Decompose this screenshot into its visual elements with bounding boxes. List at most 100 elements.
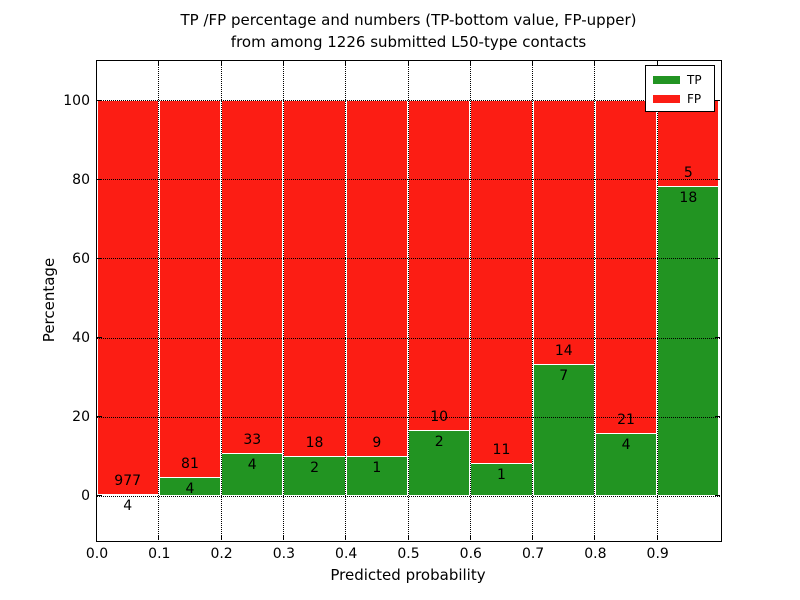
tp-bar xyxy=(532,363,595,496)
x-axis-label: Predicted probability xyxy=(330,566,486,584)
tp-count-label: 18 xyxy=(679,190,698,207)
y-tick-mark xyxy=(96,416,102,418)
x-tick-mark xyxy=(532,60,534,66)
x-tick-mark xyxy=(656,60,658,66)
fp-count-label: 9 xyxy=(372,435,382,452)
y-tick-mark xyxy=(96,99,102,101)
fp-count-label: 5 xyxy=(683,165,693,182)
fp-count-label: 11 xyxy=(492,441,511,458)
fp-count-label: 14 xyxy=(554,342,573,359)
fp-bar xyxy=(345,100,408,496)
tp-count-label: 4 xyxy=(621,436,631,453)
tp-count-label: 1 xyxy=(372,460,382,477)
x-tick-mark xyxy=(158,60,160,66)
x-gridline xyxy=(532,60,534,540)
x-tick-mark xyxy=(532,534,534,540)
fp-bar xyxy=(594,100,658,496)
tp-bar xyxy=(408,429,471,496)
x-gridline xyxy=(469,60,471,540)
tp-bar xyxy=(594,432,658,496)
y-tick-mark xyxy=(714,99,720,101)
legend-row-tp: TP xyxy=(653,72,707,87)
y-gridline xyxy=(96,258,720,260)
x-tick-label: 0.3 xyxy=(272,546,296,562)
y-tick-label: 40 xyxy=(72,330,90,347)
x-gridline xyxy=(656,60,658,540)
x-tick-label: 0.7 xyxy=(521,546,545,562)
y-tick-label: 100 xyxy=(63,92,90,109)
fp-count-label: 33 xyxy=(243,432,262,449)
x-tick-mark xyxy=(469,534,471,540)
fp-count-label: 81 xyxy=(181,456,199,473)
y-tick-label: 0 xyxy=(81,488,90,505)
y-gridline xyxy=(96,416,720,418)
y-tick-mark xyxy=(714,337,720,339)
y-tick-label: 60 xyxy=(72,250,90,267)
fp-bar xyxy=(283,100,346,496)
fp-bar xyxy=(158,100,222,496)
tp-count-label: 4 xyxy=(247,457,257,474)
x-tick-mark xyxy=(220,534,222,540)
x-gridline xyxy=(407,60,409,540)
x-tick-mark xyxy=(407,60,409,66)
tp-bar xyxy=(283,456,346,496)
y-gridline xyxy=(96,495,720,497)
tp-bar xyxy=(158,477,222,496)
x-tick-mark xyxy=(407,534,409,540)
x-tick-label: 0.0 xyxy=(85,546,109,562)
x-tick-label: 0.2 xyxy=(210,546,233,562)
x-tick-mark xyxy=(158,534,160,540)
x-gridline xyxy=(594,60,596,540)
chart-title-line1: TP /FP percentage and numbers (TP-bottom… xyxy=(180,11,637,29)
y-tick-mark xyxy=(96,178,102,180)
x-tick-mark xyxy=(656,534,658,540)
x-tick-mark xyxy=(282,534,284,540)
x-tick-label: 0.5 xyxy=(397,546,420,562)
x-tick-mark xyxy=(345,534,347,540)
x-tick-label: 0.6 xyxy=(459,546,482,562)
y-tick-mark xyxy=(96,337,102,339)
tp-count-label: 7 xyxy=(559,367,569,384)
fp-bar xyxy=(470,100,533,496)
y-tick-label: 80 xyxy=(72,171,90,188)
tp-bar xyxy=(470,462,533,496)
x-gridline xyxy=(345,60,347,540)
y-tick-mark xyxy=(96,495,102,497)
fp-bar xyxy=(221,100,284,496)
x-tick-mark xyxy=(96,534,97,540)
plot-area: 977 4 81 4 33 4 18 2 9 1 10 2 11 1 14 7 21 4 5 18 xyxy=(95,59,722,542)
x-tick-mark xyxy=(594,534,596,540)
fp-count-label: 977 xyxy=(114,473,142,490)
y-tick-mark xyxy=(714,257,720,259)
chart-title-line2: from among 1226 submitted L50-type conta… xyxy=(230,33,587,51)
tp-count-label: 2 xyxy=(310,460,319,477)
y-tick-mark xyxy=(714,178,720,180)
legend-swatch-fp-icon xyxy=(653,94,680,103)
y-tick-mark xyxy=(714,416,720,418)
tp-bar xyxy=(657,186,720,496)
x-tick-mark xyxy=(345,60,347,66)
tp-bar xyxy=(221,453,284,496)
x-tick-label: 0.8 xyxy=(584,546,607,562)
fp-count-label: 21 xyxy=(617,411,635,428)
tp-count-label: 4 xyxy=(185,481,195,498)
legend-swatch-tp-icon xyxy=(653,75,680,84)
x-gridline xyxy=(282,60,284,540)
x-tick-label: 0.4 xyxy=(335,546,358,562)
x-tick-mark xyxy=(594,60,596,66)
tp-bar xyxy=(345,456,408,496)
legend-row-fp: FP xyxy=(653,91,707,106)
x-tick-label: 0.1 xyxy=(148,546,171,562)
x-gridline xyxy=(158,60,160,540)
y-gridline xyxy=(96,179,720,181)
legend-label-fp: FP xyxy=(687,91,702,106)
chart-title: TP /FP percentage and numbers (TP-bottom… xyxy=(16,9,800,53)
legend-label-tp: TP xyxy=(687,72,702,87)
tp-count-label: 2 xyxy=(434,433,444,450)
y-tick-mark xyxy=(96,257,102,259)
y-tick-mark xyxy=(714,495,720,497)
x-tick-mark xyxy=(469,60,471,66)
tp-bar xyxy=(96,494,159,497)
x-tick-label: 0.9 xyxy=(646,546,669,562)
